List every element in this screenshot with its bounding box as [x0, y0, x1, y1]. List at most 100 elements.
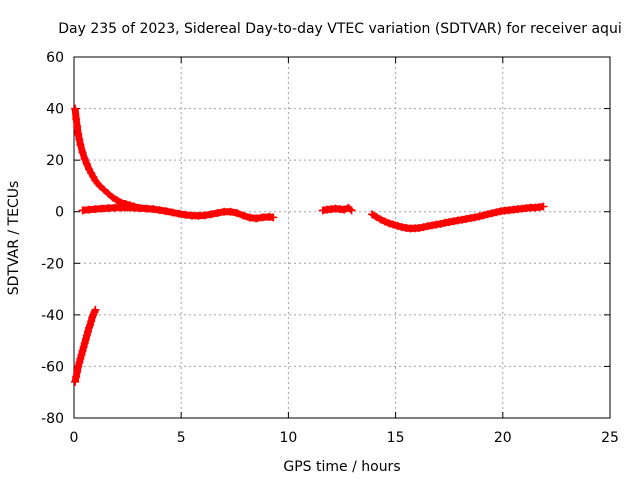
- x-tick-label: 15: [387, 430, 405, 446]
- data-point: [389, 220, 398, 229]
- data-point: [368, 210, 377, 219]
- data-point: [470, 213, 479, 222]
- data-point: [80, 339, 89, 348]
- data-point: [445, 218, 454, 227]
- data-point: [76, 354, 85, 363]
- data-point: [83, 327, 92, 336]
- data-point: [155, 206, 164, 215]
- data-point: [492, 208, 501, 217]
- y-tick-label: -60: [41, 359, 64, 375]
- data-point: [207, 210, 216, 219]
- tick-labels: 0 5 10 15 20 25 -80 -60 -40 -20 0 20 40 60: [41, 50, 619, 446]
- data-point: [75, 358, 84, 367]
- data-point: [340, 205, 349, 214]
- data-point: [428, 221, 437, 230]
- x-tick-label: 5: [177, 430, 186, 446]
- y-tick-label: 40: [46, 102, 64, 118]
- data-point: [200, 211, 209, 220]
- data-point: [80, 154, 89, 163]
- data-point: [475, 212, 484, 221]
- y-tick-label: 20: [46, 153, 64, 169]
- series-segment-2: [318, 203, 356, 215]
- data-point: [74, 130, 83, 139]
- data-point: [415, 223, 424, 232]
- data-point: [162, 207, 171, 216]
- data-point: [95, 181, 104, 190]
- data-point: [82, 331, 91, 340]
- x-tick-label: 0: [70, 430, 79, 446]
- data-point: [87, 317, 96, 326]
- plot-frame: [73, 56, 611, 419]
- y-tick-label: -80: [41, 411, 64, 427]
- data-point: [71, 377, 80, 386]
- data-point: [79, 343, 88, 352]
- data-point: [78, 206, 87, 215]
- x-tick-label: 10: [279, 430, 297, 446]
- series-markers: [71, 105, 141, 212]
- data-point: [347, 206, 356, 215]
- data-point: [75, 135, 84, 144]
- data-point: [398, 223, 407, 232]
- axis-ticks: [73, 56, 611, 419]
- data-point: [479, 211, 488, 220]
- data-point: [453, 216, 462, 225]
- data-point: [419, 223, 428, 232]
- data-point: [78, 346, 87, 355]
- series-segment-1: [78, 203, 278, 223]
- data-point: [423, 222, 432, 231]
- data-point: [82, 160, 91, 169]
- x-tick-label: 25: [601, 430, 619, 446]
- y-tick-label: -40: [41, 308, 64, 324]
- y-axis-label: SDTVAR / TECUs: [6, 181, 22, 296]
- series-rise-from-bottom: [71, 305, 100, 386]
- data-point: [76, 140, 85, 149]
- data-point: [108, 193, 117, 202]
- data-point: [181, 210, 190, 219]
- data-point: [71, 104, 80, 113]
- data-point: [104, 189, 113, 198]
- data-point: [393, 221, 402, 230]
- data-point: [72, 114, 81, 123]
- series-decay-from-top: [71, 104, 143, 212]
- data-points: [71, 104, 548, 386]
- data-point: [466, 214, 475, 223]
- data-point: [73, 122, 82, 131]
- data-point: [86, 321, 95, 330]
- data-point: [432, 220, 441, 229]
- data-point: [149, 205, 158, 214]
- data-point: [100, 185, 109, 194]
- data-point: [385, 219, 394, 228]
- data-point: [440, 218, 449, 227]
- data-point: [436, 219, 445, 228]
- data-point: [91, 305, 100, 314]
- data-point: [483, 210, 492, 219]
- data-point: [175, 209, 184, 218]
- data-point: [226, 207, 235, 216]
- data-point: [112, 196, 121, 205]
- data-point: [168, 208, 177, 217]
- y-tick-label: -20: [41, 256, 64, 272]
- data-point: [380, 217, 389, 226]
- data-point: [376, 215, 385, 224]
- data-point: [488, 209, 497, 218]
- x-axis-label: GPS time / hours: [283, 459, 400, 475]
- data-point: [245, 213, 254, 222]
- series-segment-3: [368, 202, 548, 233]
- data-point: [78, 148, 87, 157]
- y-tick-label: 60: [46, 50, 64, 66]
- data-point: [73, 367, 82, 376]
- grid-lines: [74, 57, 610, 418]
- data-point: [72, 372, 81, 381]
- data-point: [213, 209, 222, 218]
- x-tick-label: 20: [494, 430, 512, 446]
- data-point: [77, 350, 86, 359]
- data-point: [458, 215, 467, 224]
- chart-title: Day 235 of 2023, Sidereal Day-to-day VTE…: [58, 21, 621, 37]
- data-point: [539, 202, 548, 211]
- data-point: [449, 217, 458, 226]
- data-point: [372, 212, 381, 221]
- data-point: [462, 214, 471, 223]
- data-point: [239, 211, 248, 220]
- data-point: [232, 209, 241, 218]
